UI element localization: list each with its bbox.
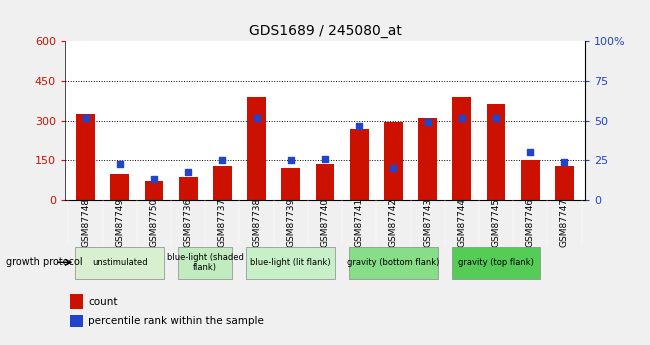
Text: GSM87744: GSM87744: [458, 198, 466, 247]
Point: [285, 158, 296, 163]
Text: GSM87736: GSM87736: [184, 198, 192, 247]
Text: GSM87742: GSM87742: [389, 198, 398, 247]
Bar: [111, 174, 129, 200]
Bar: [70, 294, 83, 309]
Bar: [452, 97, 471, 200]
Text: GSM87750: GSM87750: [150, 198, 159, 247]
FancyBboxPatch shape: [178, 247, 233, 279]
Point: [388, 166, 398, 171]
Text: percentile rank within the sample: percentile rank within the sample: [88, 316, 265, 326]
Point: [81, 115, 91, 120]
Point: [491, 115, 501, 120]
Text: unstimulated: unstimulated: [92, 258, 148, 267]
FancyBboxPatch shape: [75, 247, 164, 279]
Text: count: count: [88, 297, 118, 307]
Bar: [350, 129, 369, 200]
Bar: [316, 164, 334, 200]
Bar: [144, 181, 163, 200]
Point: [525, 150, 536, 155]
Text: GSM87738: GSM87738: [252, 198, 261, 247]
Bar: [555, 166, 574, 200]
Text: gravity (bottom flank): gravity (bottom flank): [347, 258, 439, 267]
Text: GSM87748: GSM87748: [81, 198, 90, 247]
Point: [183, 169, 193, 174]
Text: blue-light (lit flank): blue-light (lit flank): [250, 258, 331, 267]
Point: [559, 159, 569, 165]
Text: growth protocol: growth protocol: [6, 257, 83, 267]
Bar: [213, 166, 232, 200]
Bar: [179, 177, 198, 200]
Point: [217, 158, 228, 163]
Bar: [247, 97, 266, 200]
Text: GSM87743: GSM87743: [423, 198, 432, 247]
Bar: [487, 104, 506, 200]
FancyBboxPatch shape: [246, 247, 335, 279]
Point: [422, 120, 433, 125]
Bar: [70, 315, 83, 327]
Text: GSM87746: GSM87746: [526, 198, 535, 247]
Point: [320, 156, 330, 161]
Bar: [76, 114, 95, 200]
Text: gravity (top flank): gravity (top flank): [458, 258, 534, 267]
Point: [149, 177, 159, 182]
Point: [252, 115, 262, 120]
Text: GSM87745: GSM87745: [491, 198, 500, 247]
Point: [457, 115, 467, 120]
Text: GSM87740: GSM87740: [320, 198, 330, 247]
Bar: [281, 168, 300, 200]
Point: [354, 123, 365, 128]
Text: blue-light (shaded
flank): blue-light (shaded flank): [167, 253, 244, 272]
Title: GDS1689 / 245080_at: GDS1689 / 245080_at: [248, 23, 402, 38]
FancyBboxPatch shape: [349, 247, 437, 279]
Bar: [384, 122, 403, 200]
Text: GSM87737: GSM87737: [218, 198, 227, 247]
Bar: [521, 160, 539, 200]
Text: GSM87747: GSM87747: [560, 198, 569, 247]
Text: GSM87741: GSM87741: [355, 198, 364, 247]
Bar: [418, 118, 437, 200]
Point: [114, 161, 125, 166]
Text: GSM87739: GSM87739: [286, 198, 295, 247]
Text: GSM87749: GSM87749: [115, 198, 124, 247]
FancyBboxPatch shape: [452, 247, 540, 279]
